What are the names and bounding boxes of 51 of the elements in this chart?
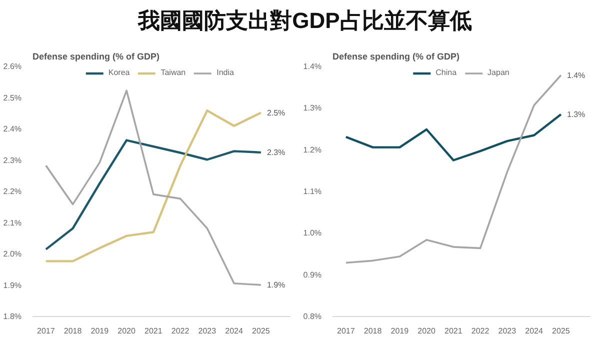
y-tick-label: 0.9% [303,270,322,280]
line-series [45,90,262,286]
data-label: 2.3% [266,148,286,157]
x-tick-label: 2017 [337,326,356,336]
y-tick-label: 1.2% [303,145,322,154]
line-series [44,109,262,262]
x-tick-label: 2018 [64,326,82,336]
x-tick-label: 2018 [364,326,382,336]
y-tick-label: 2.2% [3,187,22,196]
x-tick-label: 2020 [118,326,136,336]
data-label: 1.9% [266,280,286,290]
x-tick-label: 2025 [552,326,570,336]
x-tick-label: 2019 [90,326,110,336]
line-series [344,113,562,162]
x-tick-label: 2023 [498,326,517,336]
chart-subtitle: Defense spending (% of GDP) [332,52,460,62]
y-tick-label: 2.3% [3,156,22,165]
x-tick-label: 2024 [225,326,244,336]
data-label: 1.4% [566,70,586,80]
x-tick-label: 2022 [171,326,190,336]
line-series [44,139,262,250]
data-label: 2.5% [266,108,286,118]
x-tick-label: 2021 [444,326,463,336]
y-tick-label: 0.8% [303,312,322,321]
y-tick-label: 2.0% [3,250,22,258]
legend-label: Taiwan [160,68,186,77]
y-tick-label: 2.1% [3,218,22,228]
y-tick-label: 1.3% [303,104,322,113]
x-tick-label: 2022 [471,326,490,336]
chart-subtitle: Defense spending (% of GDP) [32,52,160,62]
x-tick-label: 2020 [418,326,436,336]
x-tick-label: 2025 [252,326,270,336]
data-label: 1.3% [566,110,586,119]
chart-title: 我國國防支出對GDP占比並不算低 [138,7,472,35]
y-tick-label: 2.6% [3,62,22,71]
y-tick-label: 1.0% [303,228,322,238]
x-tick-label: 2021 [144,326,163,336]
legend-label: India [216,68,235,77]
y-tick-label: 1.9% [3,280,22,290]
x-tick-label: 2024 [525,326,544,336]
y-tick-label: 1.1% [303,187,322,196]
x-tick-label: 2019 [390,326,410,336]
legend-label: Japan [488,68,510,77]
x-tick-label: 2017 [37,326,56,336]
y-tick-label: 2.5% [3,93,22,102]
x-tick-label: 2023 [198,326,217,336]
legend-label: Korea [108,68,130,77]
legend-label: China [436,68,457,77]
y-tick-label: 1.4% [303,62,322,71]
y-tick-label: 2.4% [3,124,22,134]
y-tick-label: 1.8% [3,312,22,321]
